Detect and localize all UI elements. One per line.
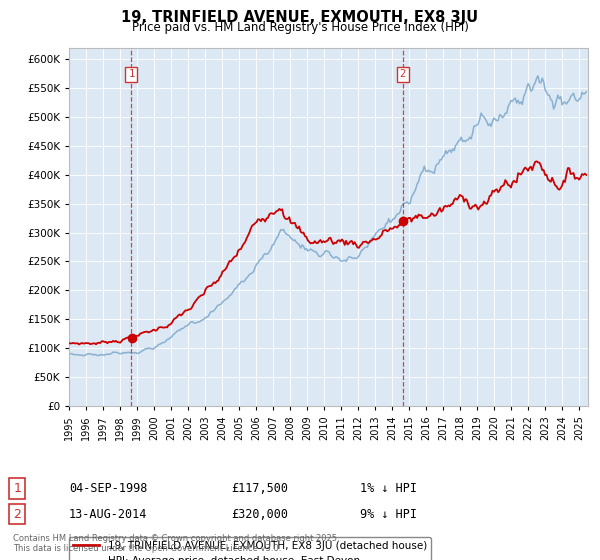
Legend: 19, TRINFIELD AVENUE, EXMOUTH, EX8 3JU (detached house), HPI: Average price, det: 19, TRINFIELD AVENUE, EXMOUTH, EX8 3JU (… bbox=[69, 537, 431, 560]
Text: 04-SEP-1998: 04-SEP-1998 bbox=[69, 482, 148, 495]
Text: 1: 1 bbox=[13, 482, 21, 495]
Text: £117,500: £117,500 bbox=[231, 482, 288, 495]
Text: 19, TRINFIELD AVENUE, EXMOUTH, EX8 3JU: 19, TRINFIELD AVENUE, EXMOUTH, EX8 3JU bbox=[121, 10, 479, 25]
Text: 2: 2 bbox=[13, 507, 21, 521]
Text: Price paid vs. HM Land Registry's House Price Index (HPI): Price paid vs. HM Land Registry's House … bbox=[131, 21, 469, 34]
Text: Contains HM Land Registry data © Crown copyright and database right 2025.
This d: Contains HM Land Registry data © Crown c… bbox=[13, 534, 340, 553]
Text: 9% ↓ HPI: 9% ↓ HPI bbox=[360, 507, 417, 521]
Text: £320,000: £320,000 bbox=[231, 507, 288, 521]
Text: 13-AUG-2014: 13-AUG-2014 bbox=[69, 507, 148, 521]
Text: 2: 2 bbox=[400, 69, 406, 80]
Text: 1% ↓ HPI: 1% ↓ HPI bbox=[360, 482, 417, 495]
Text: 1: 1 bbox=[128, 69, 134, 80]
